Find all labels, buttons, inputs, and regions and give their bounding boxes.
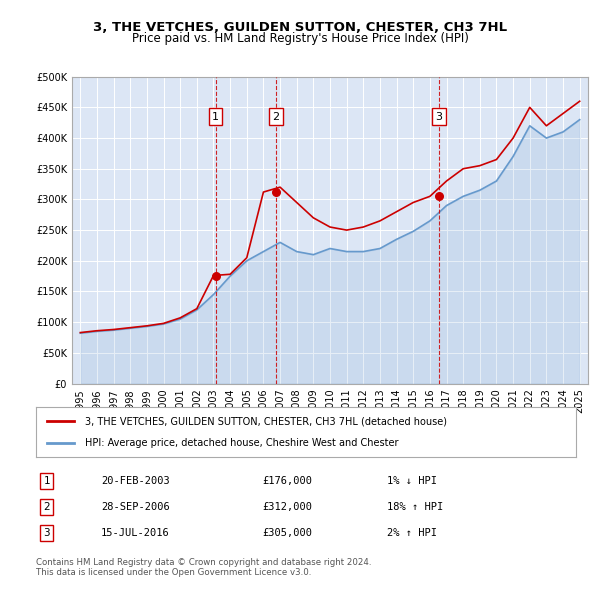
Text: Price paid vs. HM Land Registry's House Price Index (HPI): Price paid vs. HM Land Registry's House … bbox=[131, 32, 469, 45]
Text: 2: 2 bbox=[43, 502, 50, 512]
Point bbox=[211, 271, 220, 280]
Text: £312,000: £312,000 bbox=[263, 502, 313, 512]
Text: 1% ↓ HPI: 1% ↓ HPI bbox=[387, 476, 437, 486]
Text: £305,000: £305,000 bbox=[263, 528, 313, 538]
Text: 3, THE VETCHES, GUILDEN SUTTON, CHESTER, CH3 7HL (detached house): 3, THE VETCHES, GUILDEN SUTTON, CHESTER,… bbox=[85, 416, 446, 426]
Text: HPI: Average price, detached house, Cheshire West and Chester: HPI: Average price, detached house, Ches… bbox=[85, 438, 398, 448]
Point bbox=[434, 192, 443, 201]
Text: 3: 3 bbox=[436, 112, 442, 122]
Text: 3, THE VETCHES, GUILDEN SUTTON, CHESTER, CH3 7HL: 3, THE VETCHES, GUILDEN SUTTON, CHESTER,… bbox=[93, 21, 507, 34]
Text: 1: 1 bbox=[212, 112, 219, 122]
Text: 3: 3 bbox=[43, 528, 50, 538]
Text: £176,000: £176,000 bbox=[263, 476, 313, 486]
Text: 18% ↑ HPI: 18% ↑ HPI bbox=[387, 502, 443, 512]
Text: 20-FEB-2003: 20-FEB-2003 bbox=[101, 476, 170, 486]
Text: 28-SEP-2006: 28-SEP-2006 bbox=[101, 502, 170, 512]
Text: 1: 1 bbox=[43, 476, 50, 486]
Text: 2: 2 bbox=[272, 112, 279, 122]
Text: Contains HM Land Registry data © Crown copyright and database right 2024.
This d: Contains HM Land Registry data © Crown c… bbox=[36, 558, 371, 577]
Text: 15-JUL-2016: 15-JUL-2016 bbox=[101, 528, 170, 538]
Point bbox=[271, 188, 281, 197]
Text: 2% ↑ HPI: 2% ↑ HPI bbox=[387, 528, 437, 538]
